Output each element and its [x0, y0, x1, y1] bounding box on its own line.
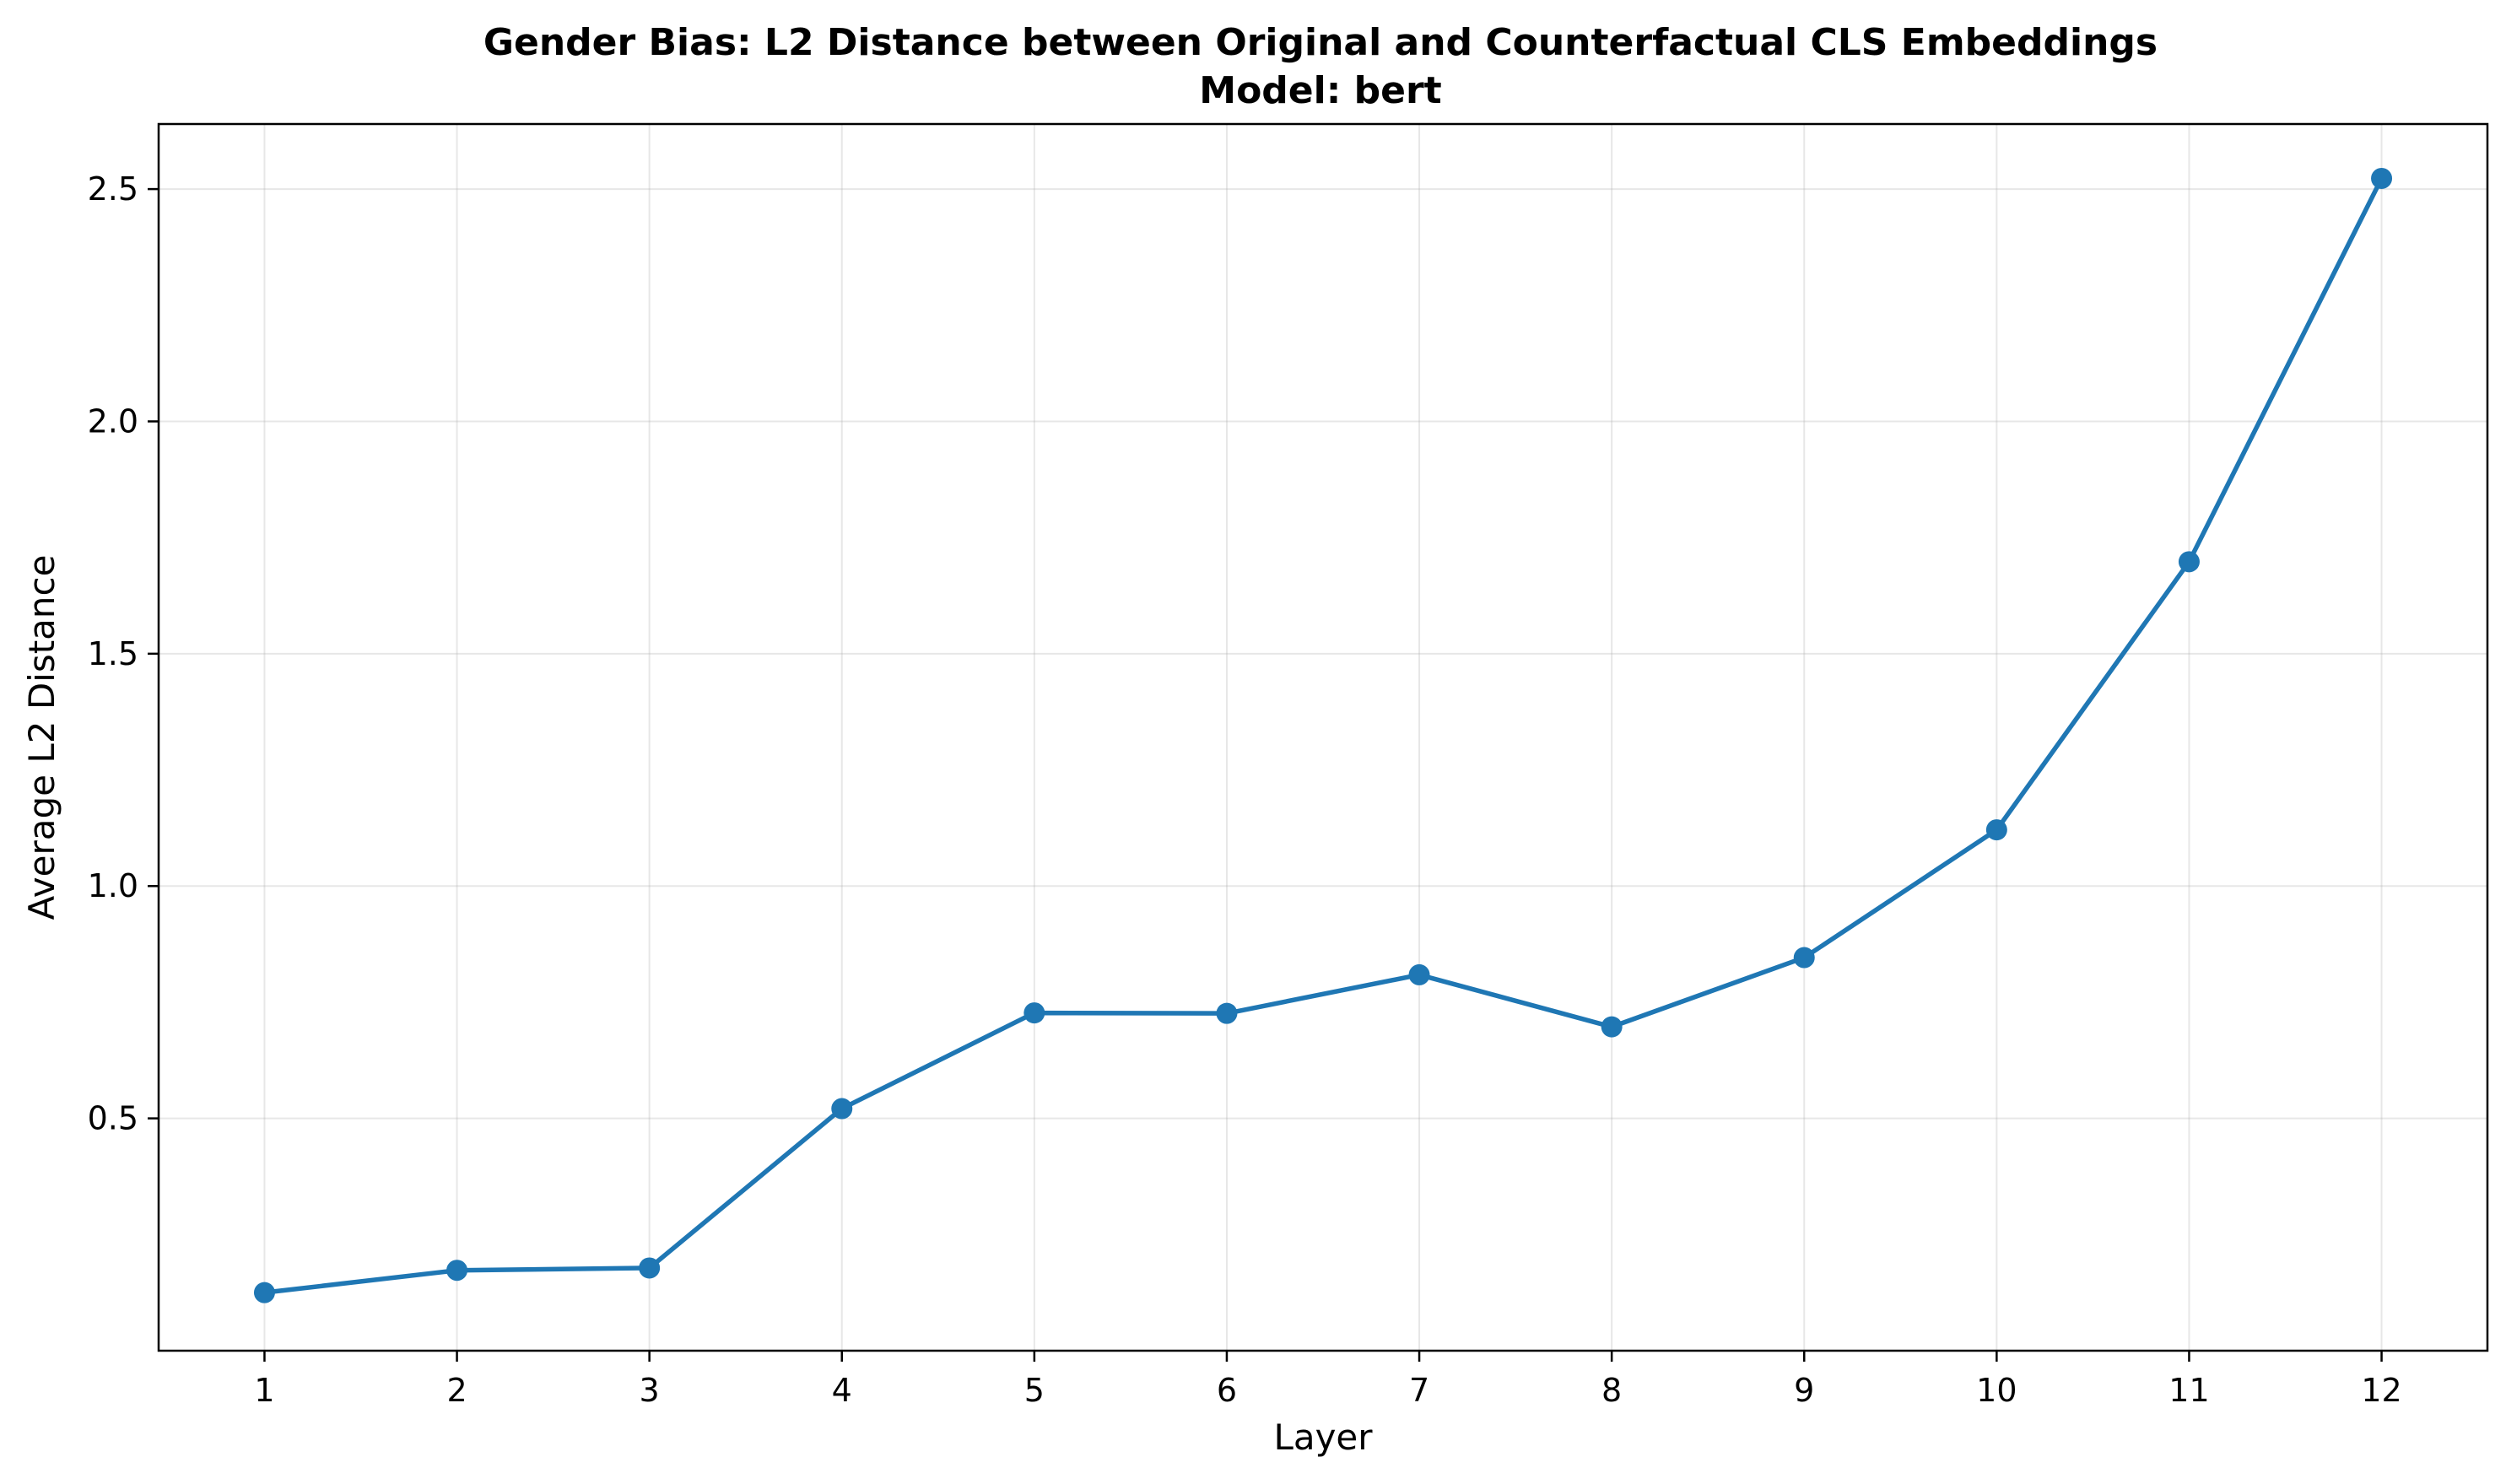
chart-title: Gender Bias: L2 Distance between Origina… — [483, 21, 2158, 64]
plot-frame — [157, 122, 2489, 1352]
data-point — [1793, 947, 1815, 969]
x-tick-label: 6 — [1217, 1372, 1237, 1409]
x-tick-label: 1 — [254, 1372, 274, 1409]
x-tick-label: 4 — [832, 1372, 852, 1409]
y-tick-label: 0.5 — [88, 1100, 138, 1137]
x-tick-label: 2 — [446, 1372, 467, 1409]
chart-subtitle: Model: bert — [1199, 69, 1441, 112]
x-tick-label: 7 — [1409, 1372, 1429, 1409]
y-tick-label: 2.0 — [88, 402, 138, 440]
data-point — [1985, 819, 2007, 841]
data-point — [1216, 1002, 1238, 1024]
data-point — [1601, 1016, 1623, 1038]
x-tick-label: 12 — [2361, 1372, 2401, 1409]
data-point — [446, 1260, 468, 1282]
y-tick-label: 1.0 — [88, 867, 138, 904]
y-axis-label: Average L2 Distance — [21, 555, 62, 920]
x-tick-label: 9 — [1794, 1372, 1814, 1409]
y-tick-label: 1.5 — [88, 635, 138, 672]
data-point — [1408, 963, 1430, 985]
data-point — [831, 1098, 853, 1120]
data-point — [639, 1257, 661, 1279]
y-axis-ticks: 0.5 1.0 1.5 2.0 2.5 — [88, 170, 159, 1137]
data-point — [2371, 167, 2393, 189]
data-point — [1023, 1002, 1045, 1024]
x-axis-label: Layer — [1273, 1417, 1373, 1458]
series-line — [262, 175, 2384, 1295]
x-tick-label: 11 — [2168, 1372, 2209, 1409]
x-tick-label: 10 — [1976, 1372, 2017, 1409]
data-point — [253, 1282, 275, 1303]
gridlines — [159, 124, 2487, 1351]
x-axis-ticks: 1 2 3 4 5 6 7 8 9 10 11 12 — [254, 1351, 2402, 1409]
y-tick-label: 2.5 — [88, 170, 138, 208]
x-tick-label: 3 — [640, 1372, 660, 1409]
x-tick-label: 5 — [1024, 1372, 1045, 1409]
data-point — [2178, 551, 2200, 573]
series-layer — [253, 167, 2393, 1303]
x-tick-label: 8 — [1601, 1372, 1622, 1409]
